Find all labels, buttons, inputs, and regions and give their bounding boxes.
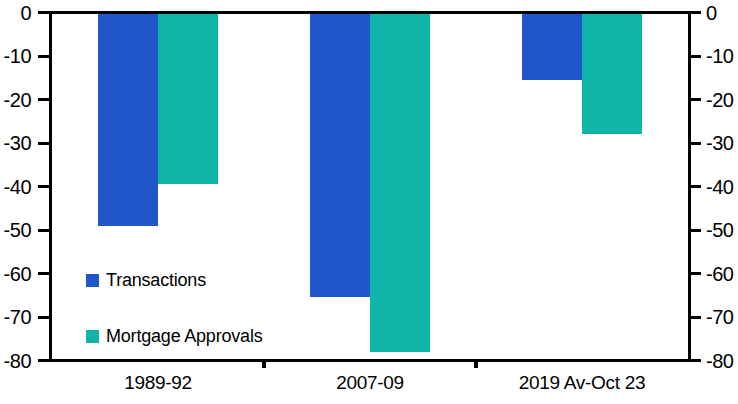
bar-mortgage-approvals-1989-92	[158, 14, 218, 184]
y-tick-label-right: 0	[706, 2, 738, 24]
y-tick-label-left: -30	[0, 132, 31, 154]
y-tick-left	[38, 229, 50, 232]
x-category-label: 1989-92	[48, 372, 268, 394]
y-tick-right	[689, 359, 701, 362]
y-tick-label-right: -80	[706, 350, 738, 372]
x-category-label: 2019 Av-Oct 23	[472, 372, 692, 394]
bar-transactions-2007-09	[310, 14, 370, 297]
y-tick-right	[689, 316, 701, 319]
y-tick-label-right: -40	[706, 176, 738, 198]
y-tick-right	[689, 229, 701, 232]
legend-label: Transactions	[106, 270, 206, 291]
y-tick-right	[689, 142, 701, 145]
y-tick-right	[689, 272, 701, 275]
legend-item: Mortgage Approvals	[86, 326, 263, 347]
y-tick-left	[38, 55, 50, 58]
y-tick-right	[689, 11, 701, 14]
y-tick-label-left: -60	[0, 263, 31, 285]
y-tick-left	[38, 272, 50, 275]
y-tick-label-right: -60	[706, 263, 738, 285]
y-tick-label-left: -40	[0, 176, 31, 198]
x-category-label: 2007-09	[260, 372, 480, 394]
x-axis-boundary-tick	[474, 361, 478, 368]
y-tick-label-right: -10	[706, 45, 738, 67]
y-tick-left	[38, 316, 50, 319]
y-tick-right	[689, 98, 701, 101]
y-tick-left	[38, 185, 50, 188]
bar-chart: 0 0 -10 -10 -20 -20 -30 -30 -40 -40 -50 -50 -60 -60 -7…	[0, 0, 738, 404]
y-tick-label-left: -20	[0, 89, 31, 111]
legend-swatch-transactions	[86, 274, 99, 287]
bar-mortgage-approvals-2007-09	[370, 14, 430, 352]
y-tick-label-left: 0	[0, 2, 31, 24]
legend-item: Transactions	[86, 270, 263, 291]
y-tick-left	[38, 11, 50, 14]
y-tick-right	[689, 55, 701, 58]
y-tick-label-right: -30	[706, 132, 738, 154]
y-tick-label-right: -70	[706, 306, 738, 328]
y-tick-label-left: -50	[0, 219, 31, 241]
bar-transactions-1989-92	[98, 14, 158, 226]
y-tick-label-left: -70	[0, 306, 31, 328]
y-tick-left	[38, 359, 50, 362]
x-axis-boundary-tick	[262, 361, 266, 368]
y-tick-label-left: -10	[0, 45, 31, 67]
y-tick-left	[38, 142, 50, 145]
legend-swatch-mortgage-approvals	[86, 330, 99, 343]
y-tick-left	[38, 98, 50, 101]
bar-transactions-2019-av-oct-23	[522, 14, 582, 80]
y-tick-label-right: -20	[706, 89, 738, 111]
legend: Transactions Mortgage Approvals	[86, 270, 263, 347]
y-tick-label-right: -50	[706, 219, 738, 241]
legend-label: Mortgage Approvals	[106, 326, 263, 347]
y-tick-label-left: -80	[0, 350, 31, 372]
bar-mortgage-approvals-2019-av-oct-23	[582, 14, 642, 134]
y-tick-right	[689, 185, 701, 188]
